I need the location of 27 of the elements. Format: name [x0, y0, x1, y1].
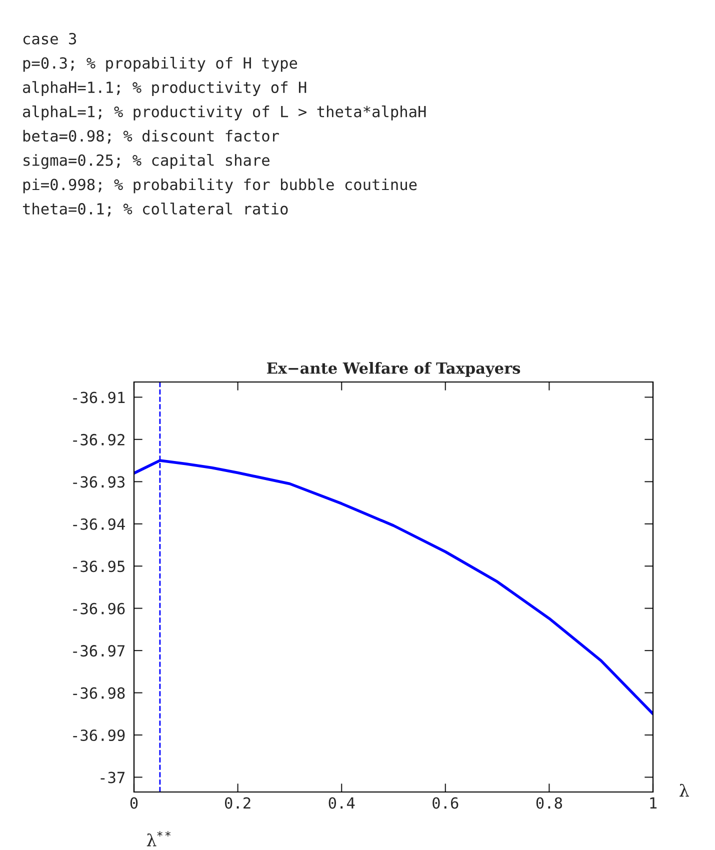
- y-tick-label: -36.97: [73, 645, 125, 657]
- y-tick-label: -37: [100, 772, 125, 784]
- x-tick-label: 0.2: [224, 797, 250, 809]
- y-tick-label: -36.98: [73, 687, 125, 699]
- y-tick-label: -36.93: [73, 476, 125, 488]
- x-tick-label: 1: [650, 797, 657, 809]
- y-tick-label: -36.94: [73, 518, 125, 530]
- x-tick-label: 0: [130, 797, 138, 809]
- y-tick-label: -36.92: [73, 434, 124, 446]
- text: theta=0.1; % collateral ratio: [22, 202, 288, 216]
- chart-title: Ex−ante Welfare of Taxpayers: [266, 362, 520, 378]
- text: p=0.3; % propability of H type: [23, 56, 298, 72]
- text: sigma=0.25; % capital share: [24, 154, 270, 169]
- x-tick-label: 0.8: [536, 797, 562, 809]
- text: beta=0.98; % discount factor: [23, 130, 279, 144]
- x-axis-title: λ: [680, 784, 689, 797]
- text: alphaL=1; % productivity of L > theta*alphaH: [22, 105, 426, 120]
- y-tick-label: -36.99: [73, 730, 125, 742]
- text: alphaH=1.1; % productivity of H: [22, 81, 306, 96]
- x-tick-label: 0.6: [432, 797, 458, 809]
- x-tick-label: 0.4: [328, 797, 355, 809]
- y-tick-label: -36.91: [73, 392, 125, 404]
- y-tick-label: -36.96: [73, 602, 125, 614]
- y-tick-label: -36.95: [73, 560, 124, 572]
- ref-line-label: λ$^{**}$: [146, 831, 171, 846]
- text: case 3: [23, 32, 76, 44]
- text: pi=0.998; % probability for bubble coutinue: [23, 178, 417, 194]
